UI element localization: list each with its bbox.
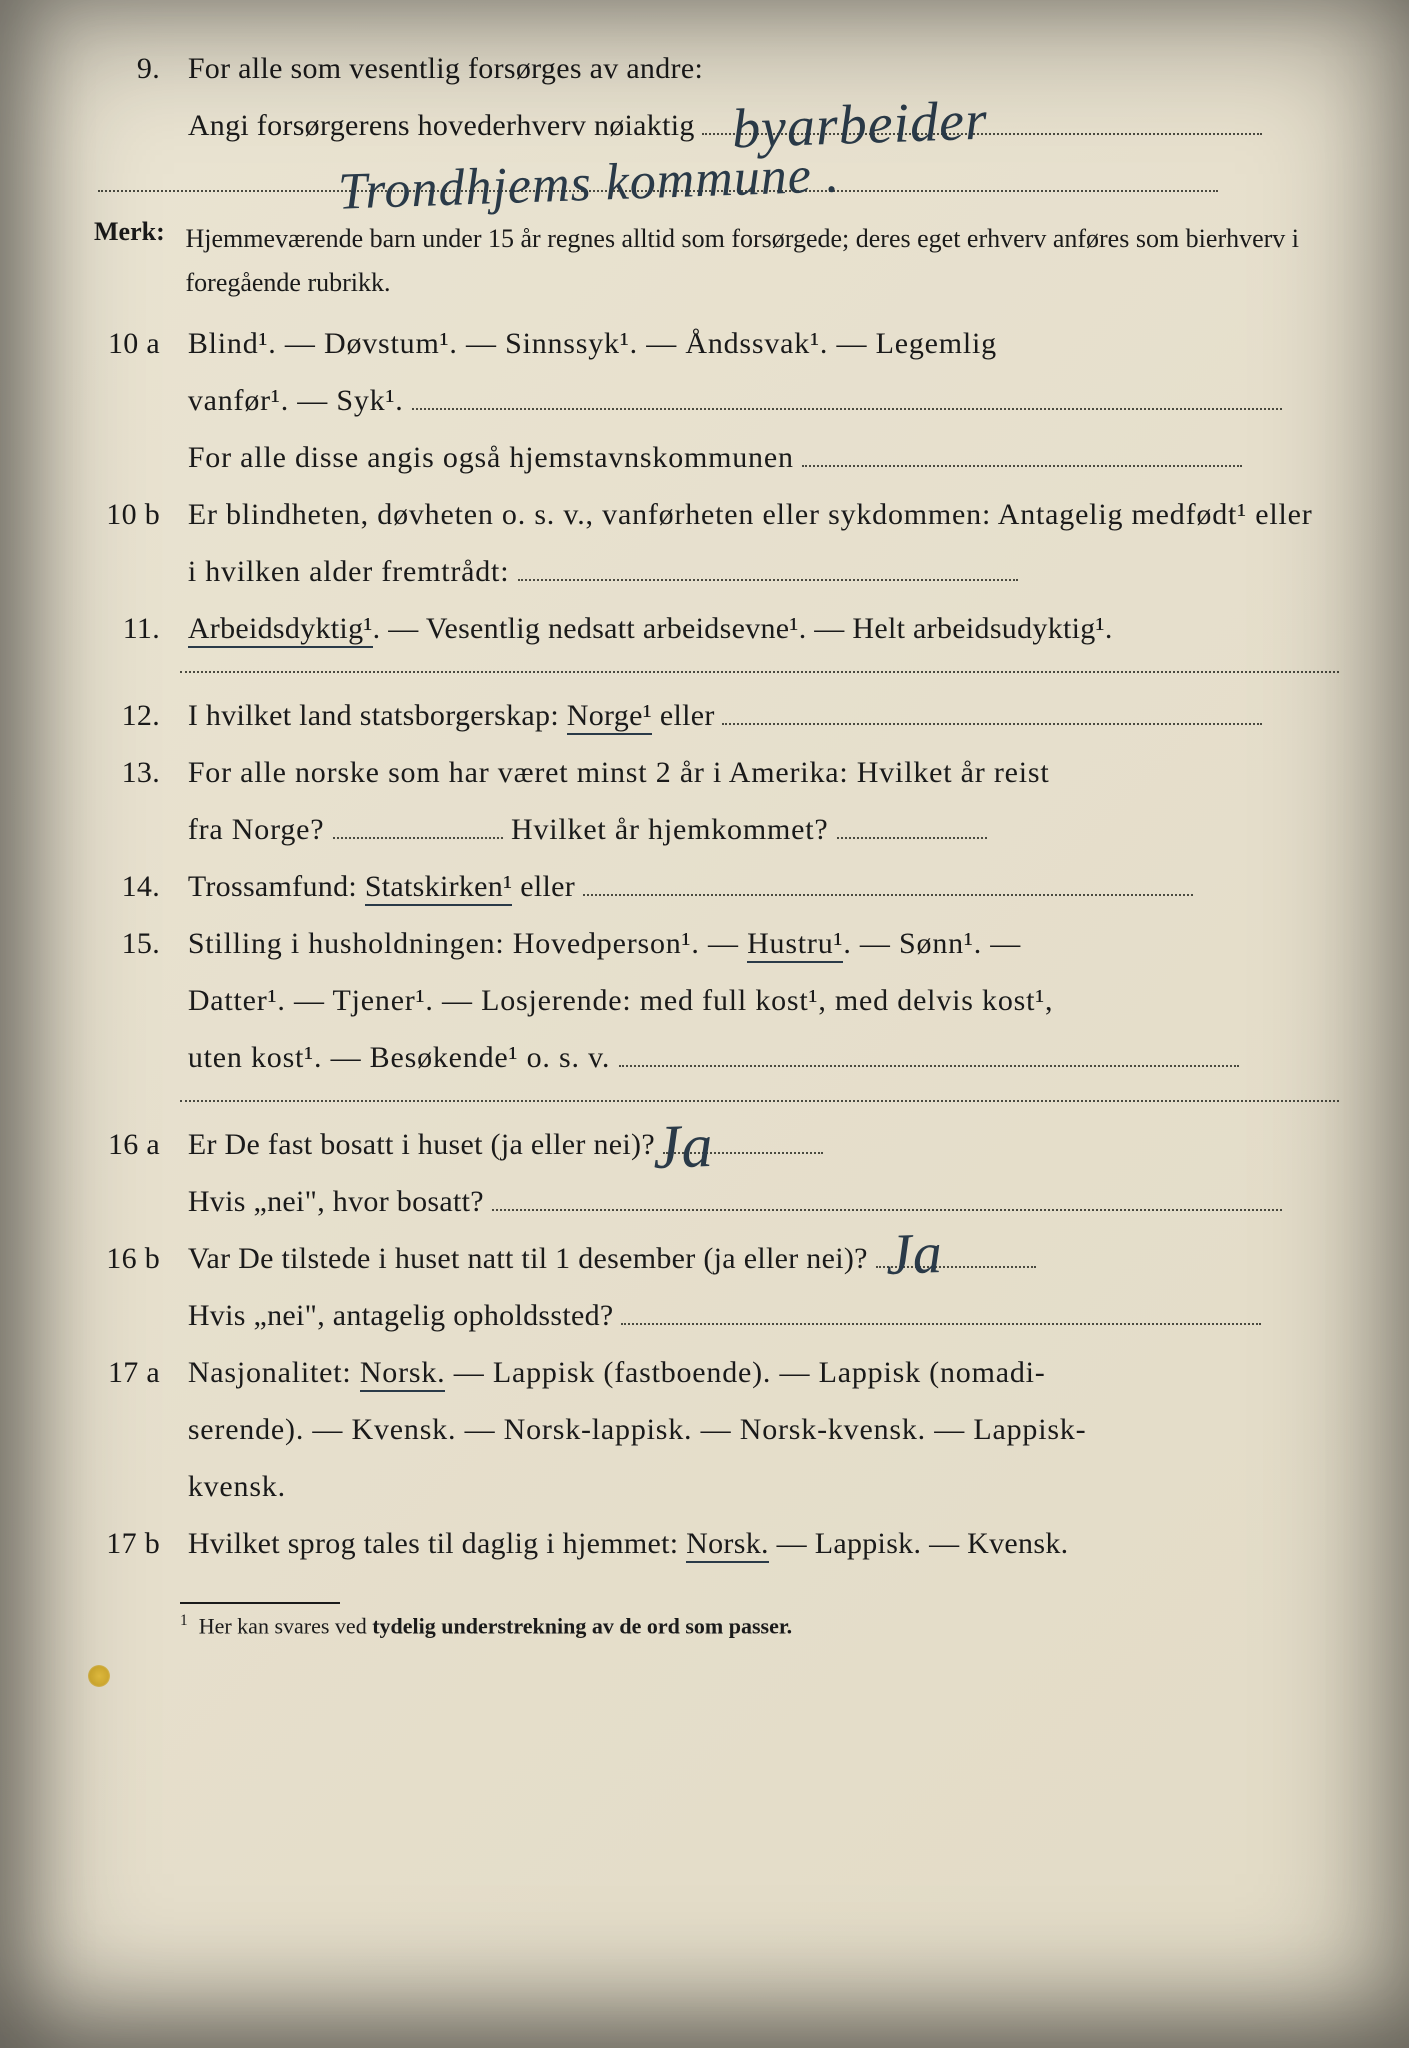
q13-line1: For alle norske som har været minst 2 år…	[188, 756, 1050, 789]
q17a-selected[interactable]: Norsk.	[360, 1356, 446, 1392]
q17a-line3: kvensk.	[188, 1470, 286, 1503]
q10b-number: 10 b	[80, 486, 180, 543]
q15-line3: uten kost¹. — Besøkende¹ o. s. v.	[188, 1041, 610, 1074]
question-16a: 16 a Er De fast bosatt i huset (ja eller…	[80, 1116, 1339, 1230]
q16a-body: Er De fast bosatt i huset (ja eller nei)…	[188, 1116, 1328, 1230]
q17b-pre: Hvilket sprog tales til daglig i hjemmet…	[188, 1527, 686, 1560]
q16a-number: 16 a	[80, 1116, 180, 1173]
q12-number: 12.	[80, 687, 180, 744]
q16a-q: Er De fast bosatt i huset (ja eller nei)…	[188, 1128, 655, 1161]
q9-hand2: Trondhjems kommune .	[336, 126, 841, 242]
q13-number: 13.	[80, 744, 180, 801]
q14-pre: Trossamfund:	[188, 870, 365, 903]
q12-post: eller	[652, 699, 715, 732]
q11-rest: . — Vesentlig nedsatt arbeidsevne¹. — He…	[373, 612, 1113, 645]
stain-spot	[88, 1665, 110, 1687]
q17b-post: — Lappisk. — Kvensk.	[769, 1527, 1069, 1560]
footnote-rule	[180, 1602, 340, 1604]
note-merk: Merk: Hjemmeværende barn under 15 år reg…	[94, 217, 1339, 305]
q11-selected[interactable]: Arbeidsdyktig¹	[188, 612, 373, 648]
q17b-selected[interactable]: Norsk.	[686, 1527, 769, 1563]
question-16b: 16 b Var De tilstede i huset natt til 1 …	[80, 1230, 1339, 1344]
q10a-number: 10 a	[80, 315, 180, 372]
divider-1	[180, 671, 1339, 673]
q13-fill1[interactable]	[333, 804, 503, 839]
q12-body: I hvilket land statsborgerskap: Norge¹ e…	[188, 687, 1328, 744]
q17b-body: Hvilket sprog tales til daglig i hjemmet…	[188, 1515, 1328, 1572]
q10a-body: Blind¹. — Døvstum¹. — Sinnssyk¹. — Åndss…	[188, 315, 1328, 486]
q10b-body: Er blindheten, døvheten o. s. v., vanfør…	[188, 486, 1328, 600]
question-11: 11. Arbeidsdyktig¹. — Vesentlig nedsatt …	[80, 600, 1339, 657]
q16b-fill2[interactable]	[621, 1290, 1261, 1325]
q16b-q: Var De tilstede i huset natt til 1 desem…	[188, 1242, 868, 1275]
q10a-line3: For alle disse angis også hjemstavnskomm…	[188, 441, 794, 474]
q16a-fill[interactable]: Ja	[663, 1119, 823, 1154]
q11-number: 11.	[80, 600, 180, 657]
q17a-line2: serende). — Kvensk. — Norsk-lappisk. — N…	[188, 1413, 1087, 1446]
q10a-fill1[interactable]	[412, 375, 1282, 410]
q16b-line2: Hvis „nei", antagelig opholdssted?	[188, 1299, 614, 1332]
q9-answer-line2[interactable]: Trondhjems kommune .	[98, 157, 1218, 192]
q16a-line2: Hvis „nei", hvor bosatt?	[188, 1185, 484, 1218]
q17b-number: 17 b	[80, 1515, 180, 1572]
q11-body: Arbeidsdyktig¹. — Vesentlig nedsatt arbe…	[188, 600, 1328, 657]
footnote-num: 1	[180, 1612, 188, 1629]
q9-number: 9.	[80, 40, 180, 97]
q17a-body: Nasjonalitet: Norsk. — Lappisk (fastboen…	[188, 1344, 1328, 1515]
q12-fill[interactable]	[722, 690, 1262, 725]
question-14: 14. Trossamfund: Statskirken¹ eller	[80, 858, 1339, 915]
q17a-line1b: — Lappisk (fastboende). — Lappisk (nomad…	[445, 1356, 1045, 1389]
question-15: 15. Stilling i husholdningen: Hovedperso…	[80, 915, 1339, 1086]
q17a-number: 17 a	[80, 1344, 180, 1401]
footnote-text: Her kan svares ved tydelig understreknin…	[199, 1614, 792, 1639]
q13-fill2[interactable]	[837, 804, 987, 839]
census-form-page: 9. For alle som vesentlig forsørges av a…	[0, 0, 1409, 2048]
q10a-fill2[interactable]	[802, 432, 1242, 467]
q15-fill[interactable]	[619, 1032, 1239, 1067]
q17a-pre: Nasjonalitet:	[188, 1356, 360, 1389]
q14-selected[interactable]: Statskirken¹	[365, 870, 513, 906]
merk-label: Merk:	[94, 217, 179, 247]
question-10a: 10 a Blind¹. — Døvstum¹. — Sinnssyk¹. — …	[80, 315, 1339, 486]
q15-line1a: Stilling i husholdningen: Hovedperson¹. …	[188, 927, 747, 960]
q14-number: 14.	[80, 858, 180, 915]
q16b-fill[interactable]: Ja	[876, 1233, 1036, 1268]
q9-continuation: Trondhjems kommune .	[80, 154, 1339, 211]
q13-line2b: Hvilket år hjemkommet?	[511, 813, 829, 846]
q15-number: 15.	[80, 915, 180, 972]
q10a-line1: Blind¹. — Døvstum¹. — Sinnssyk¹. — Åndss…	[188, 327, 997, 360]
q16b-body: Var De tilstede i huset natt til 1 desem…	[188, 1230, 1328, 1344]
q10a-line2: vanfør¹. — Syk¹.	[188, 384, 404, 417]
q13-line2a: fra Norge?	[188, 813, 325, 846]
question-17a: 17 a Nasjonalitet: Norsk. — Lappisk (fas…	[80, 1344, 1339, 1515]
q15-line1b: . — Sønn¹. —	[843, 927, 1021, 960]
q14-fill[interactable]	[583, 861, 1193, 896]
q12-pre: I hvilket land statsborgerskap:	[188, 699, 567, 732]
divider-2	[180, 1100, 1339, 1102]
q13-body: For alle norske som har været minst 2 år…	[188, 744, 1328, 858]
footnote: 1 Her kan svares ved tydelig understrekn…	[180, 1612, 1339, 1639]
q9-line1: For alle som vesentlig forsørges av andr…	[188, 52, 703, 85]
question-10b: 10 b Er blindheten, døvheten o. s. v., v…	[80, 486, 1339, 600]
q12-selected[interactable]: Norge¹	[567, 699, 652, 735]
q10b-fill[interactable]	[518, 546, 1018, 581]
question-17b: 17 b Hvilket sprog tales til daglig i hj…	[80, 1515, 1339, 1572]
q16b-number: 16 b	[80, 1230, 180, 1287]
q14-body: Trossamfund: Statskirken¹ eller	[188, 858, 1328, 915]
question-12: 12. I hvilket land statsborgerskap: Norg…	[80, 687, 1339, 744]
q15-body: Stilling i husholdningen: Hovedperson¹. …	[188, 915, 1328, 1086]
q14-post: eller	[512, 870, 575, 903]
q15-line2: Datter¹. — Tjener¹. — Losjerende: med fu…	[188, 984, 1054, 1017]
q15-selected[interactable]: Hustru¹	[747, 927, 843, 963]
question-13: 13. For alle norske som har været minst …	[80, 744, 1339, 858]
